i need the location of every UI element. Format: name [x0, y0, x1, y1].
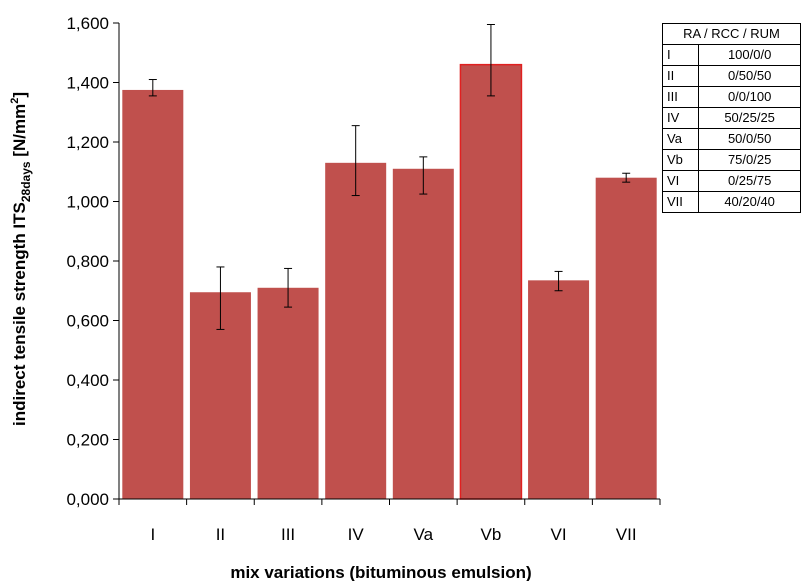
- y-tick-label: 0,600: [66, 312, 109, 331]
- composition-code: I: [661, 44, 700, 66]
- composition-row-vi: VI 0/25/75: [661, 170, 801, 192]
- composition-row-va: Va 50/0/50: [661, 128, 801, 150]
- y-axis-ticks: 0,000 0,200 0,400 0,600 0,800 1,000 1,200 1,400…: [66, 14, 119, 509]
- composition-code: VI: [661, 170, 700, 192]
- composition-ratio: 40/20/40: [698, 191, 801, 213]
- composition-row-iv: IV 50/25/25: [661, 107, 801, 129]
- composition-ratio: 75/0/25: [698, 149, 801, 171]
- bar-vi: [528, 280, 590, 499]
- composition-ratio: 50/0/50: [698, 128, 801, 150]
- composition-ratio: 0/25/75: [698, 170, 801, 192]
- x-axis-title: mix variations (bituminous emulsion): [230, 563, 531, 581]
- x-tick-label-iv: IV: [348, 525, 365, 544]
- composition-code: III: [661, 86, 700, 108]
- error-bar-i: [148, 79, 157, 97]
- composition-code: VII: [661, 191, 700, 213]
- x-tick-label-i: I: [150, 525, 155, 544]
- error-bar-iv: [351, 125, 360, 197]
- composition-ratio: 50/25/25: [698, 107, 801, 129]
- bars: [122, 63, 657, 500]
- error-bar-iii: [284, 267, 293, 308]
- x-tick-label-va: Va: [414, 525, 434, 544]
- composition-code: IV: [661, 107, 700, 129]
- x-tick-label-vb: Vb: [481, 525, 502, 544]
- error-bar-vii: [622, 172, 631, 183]
- y-axis-title-unit-close: ]: [10, 92, 29, 98]
- composition-ratio: 0/0/100: [698, 86, 801, 108]
- x-tick-label-vi: VI: [551, 525, 567, 544]
- composition-ratio: 100/0/0: [698, 44, 801, 66]
- y-tick-label: 0,200: [66, 431, 109, 450]
- y-axis-title-unit: [N/mm: [10, 104, 29, 162]
- x-tick-label-iii: III: [281, 525, 295, 544]
- y-tick-label: 1,000: [66, 193, 109, 212]
- y-tick-label: 0,800: [66, 252, 109, 271]
- composition-code: Vb: [661, 149, 700, 171]
- y-tick-label: 1,400: [66, 74, 109, 93]
- y-tick-label: 1,600: [66, 14, 109, 33]
- y-tick-label: 0,400: [66, 371, 109, 390]
- composition-row-iii: III 0/0/100: [661, 86, 801, 108]
- error-bars: [148, 23, 631, 330]
- error-bar-vb: [486, 23, 495, 97]
- composition-code: II: [661, 65, 700, 87]
- y-tick-label: 1,200: [66, 133, 109, 152]
- bar-va: [392, 168, 454, 499]
- y-axis-title: indirect tensile strength ITS28days [N/m…: [9, 92, 33, 426]
- bar-vii: [595, 177, 657, 499]
- y-axis-title-main: indirect tensile strength ITS: [10, 202, 29, 426]
- bar-i: [122, 89, 184, 499]
- error-bar-vi: [554, 270, 563, 292]
- composition-table-header-row: RA / RCC / RUM: [662, 23, 801, 45]
- composition-table: RA / RCC / RUM I 100/0/0 II 0/50/50 III 0/0/1…: [661, 23, 801, 213]
- composition-ratio: 0/50/50: [698, 65, 801, 87]
- error-bar-ii: [216, 266, 225, 330]
- composition-code: Va: [661, 128, 700, 150]
- y-axis-title-superscript: 2: [9, 98, 21, 104]
- composition-row-i: I 100/0/0: [661, 44, 801, 66]
- composition-row-vb: Vb 75/0/25: [661, 149, 801, 171]
- bar-iv: [325, 162, 387, 499]
- y-axis-title-subscript: 28days: [19, 161, 33, 202]
- error-bar-va: [419, 156, 428, 195]
- x-tick-label-ii: II: [216, 525, 225, 544]
- x-tick-label-vii: VII: [616, 525, 637, 544]
- composition-row-ii: II 0/50/50: [661, 65, 801, 87]
- composition-table-header: RA / RCC / RUM: [662, 23, 801, 45]
- bar-vb: [459, 63, 523, 500]
- x-axis-ticks: I II III IV Va Vb VI VII: [118, 499, 661, 544]
- y-tick-label: 0,000: [66, 490, 109, 509]
- bar-iii: [257, 287, 319, 499]
- composition-row-vii: VII 40/20/40: [661, 191, 801, 213]
